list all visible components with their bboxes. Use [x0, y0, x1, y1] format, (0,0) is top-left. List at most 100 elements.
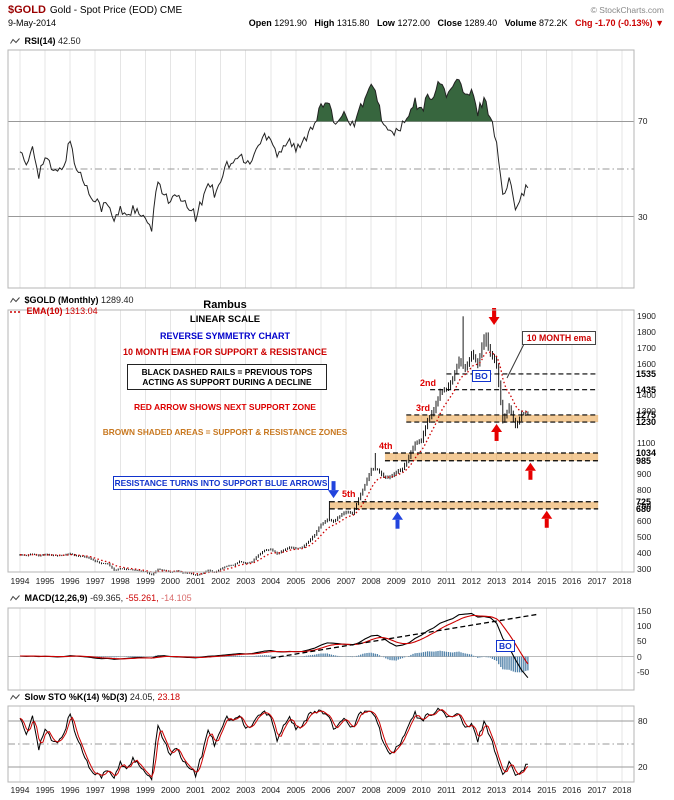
price-axis-label: 800 — [637, 484, 652, 495]
x-axis-label: 2000 — [161, 576, 180, 586]
indicator-icon — [10, 594, 20, 604]
sto-axis-label: 80 — [638, 716, 648, 727]
price-axis-label: 1600 — [637, 358, 656, 369]
x-axis-label: 1999 — [135, 785, 155, 795]
rsi-name: RSI(14) — [24, 36, 56, 46]
price-axis-label: 600 — [637, 516, 652, 527]
x-axis-label: 2006 — [311, 576, 331, 586]
price-last-value: 1289.40 — [101, 295, 134, 305]
ema-value: 1313.04 — [65, 306, 98, 316]
x-axis-label: 2011 — [437, 785, 456, 795]
x-axis-label: 2006 — [311, 785, 331, 795]
annotation-blue-arrow-note: RESISTANCE TURNS INTO SUPPORT BLUE ARROW… — [113, 476, 329, 490]
macd-line-value: -69.365, — [90, 593, 124, 603]
ema-name: EMA(10) — [26, 306, 63, 316]
rsi-axis-label: 30 — [638, 211, 648, 222]
low-label: Low — [376, 18, 395, 28]
x-axis-label: 2010 — [411, 785, 431, 795]
x-axis-label: 2005 — [286, 785, 306, 795]
annotation-rails-box: BLACK DASHED RAILS = PREVIOUS TOPS ACTIN… — [127, 364, 327, 390]
x-axis-label: 2018 — [612, 576, 632, 586]
annotation-red-arrow-note: RED ARROW SHOWS NEXT SUPPORT ZONE — [134, 402, 316, 412]
x-axis-label: 2017 — [587, 576, 607, 586]
ema-legend: EMA(10) 1313.04 — [10, 306, 98, 317]
annotation-rails-line2: ACTING AS SUPPORT DURING A DECLINE — [142, 377, 312, 387]
price-axis-label: 1800 — [637, 327, 656, 338]
sto-axis-label: 20 — [638, 761, 648, 772]
price-axis-label: 1900 — [637, 311, 656, 322]
chg-value: -1.70 (-0.13%) — [595, 18, 653, 28]
price-key-level-label: 1275 — [636, 409, 657, 420]
x-axis-label: 2012 — [462, 576, 481, 586]
annotation-reverse-symmetry: REVERSE SYMMETRY CHART — [159, 331, 291, 341]
x-axis-label: 2003 — [236, 785, 256, 795]
close-value: 1289.40 — [464, 18, 498, 28]
price-axis-label: 1400 — [637, 390, 656, 401]
x-axis-label: 2001 — [186, 576, 206, 586]
indicator-icon — [10, 296, 20, 306]
annotation-top-5th: 5th — [341, 489, 357, 499]
macd-axis-label: 100 — [637, 621, 652, 632]
indicator-icon — [10, 693, 20, 703]
chart-date: 9-May-2014 — [8, 18, 57, 28]
x-axis-label: 2008 — [361, 576, 381, 586]
price-series-name: $GOLD (Monthly) — [24, 295, 99, 305]
x-axis-label: 2016 — [562, 785, 582, 795]
annotation-top-2nd: 2nd — [419, 378, 438, 388]
annotation-breakout-macd: BO — [496, 640, 515, 652]
x-axis-label: 2013 — [487, 785, 507, 795]
annotation-top-4th: 4th — [378, 441, 394, 451]
price-axis-label: 400 — [637, 548, 652, 559]
annotation-breakout-main: BO — [472, 370, 491, 382]
x-axis-label: 1999 — [135, 576, 155, 586]
copyright: © StockCharts.com — [590, 5, 664, 15]
x-axis-label: 2010 — [411, 576, 431, 586]
title-row: $GOLD Gold - Spot Price (EOD) CME — [8, 4, 182, 16]
chg-label: Chg — [575, 18, 593, 28]
sto-legend: Slow STO %K(14) %D(3) 24.05, 23.18 — [10, 692, 180, 703]
price-key-level-label: 985 — [636, 455, 652, 466]
x-axis-label: 2009 — [386, 576, 406, 586]
quote-strip: Open 1291.90 High 1315.80 Low 1272.00 Cl… — [244, 18, 664, 28]
price-key-level-label: 1435 — [636, 384, 657, 395]
x-axis-label: 2001 — [186, 785, 206, 795]
x-axis-label: 2005 — [286, 576, 306, 586]
chart-title: Gold - Spot Price (EOD) CME — [49, 5, 183, 16]
price-key-level-label: 725 — [636, 496, 652, 507]
x-axis-label: 2009 — [386, 785, 406, 795]
price-axis-label: 500 — [637, 532, 652, 543]
x-axis-label: 2002 — [211, 785, 231, 795]
annotation-brown-zones-note: BROWN SHADED AREAS = SUPPORT & RESISTANC… — [102, 427, 348, 437]
x-axis-label: 2000 — [161, 785, 180, 795]
x-axis-label: 2015 — [537, 785, 557, 795]
high-label: High — [314, 18, 335, 28]
volume-value: 872.2K — [538, 18, 568, 28]
ema-line-icon — [10, 307, 22, 317]
annotation-rails-line1: BLACK DASHED RAILS = PREVIOUS TOPS — [141, 367, 313, 377]
x-axis-label: 1997 — [85, 785, 105, 795]
x-axis-label: 2008 — [361, 785, 381, 795]
rsi-axis-label: 70 — [638, 116, 648, 127]
x-axis-label: 2004 — [261, 785, 281, 795]
macd-hist-value: -14.105 — [161, 593, 192, 603]
price-axis-label: 1300 — [637, 406, 656, 416]
x-axis-label: 2002 — [211, 576, 231, 586]
x-axis-label: 2007 — [336, 576, 356, 586]
x-axis-label: 2014 — [512, 576, 532, 586]
sto-name: Slow STO %K(14) %D(3) — [24, 692, 128, 702]
x-axis-label: 1995 — [35, 576, 55, 586]
macd-legend: MACD(12,26,9) -69.365, -55.261, -14.105 — [10, 593, 192, 604]
price-legend: $GOLD (Monthly) 1289.40 — [10, 295, 134, 306]
macd-axis-label: 150 — [637, 606, 652, 617]
price-axis-label: 900 — [637, 469, 652, 480]
price-key-level-label: 680 — [636, 503, 652, 514]
low-value: 1272.00 — [397, 18, 430, 28]
price-axis-label: 300 — [637, 563, 652, 574]
price-key-level-label: 1034 — [636, 447, 657, 458]
x-axis-label: 1994 — [10, 785, 30, 795]
price-axis-label: 1700 — [637, 342, 656, 353]
open-label: Open — [248, 18, 272, 28]
macd-name: MACD(12,26,9) — [24, 593, 88, 603]
